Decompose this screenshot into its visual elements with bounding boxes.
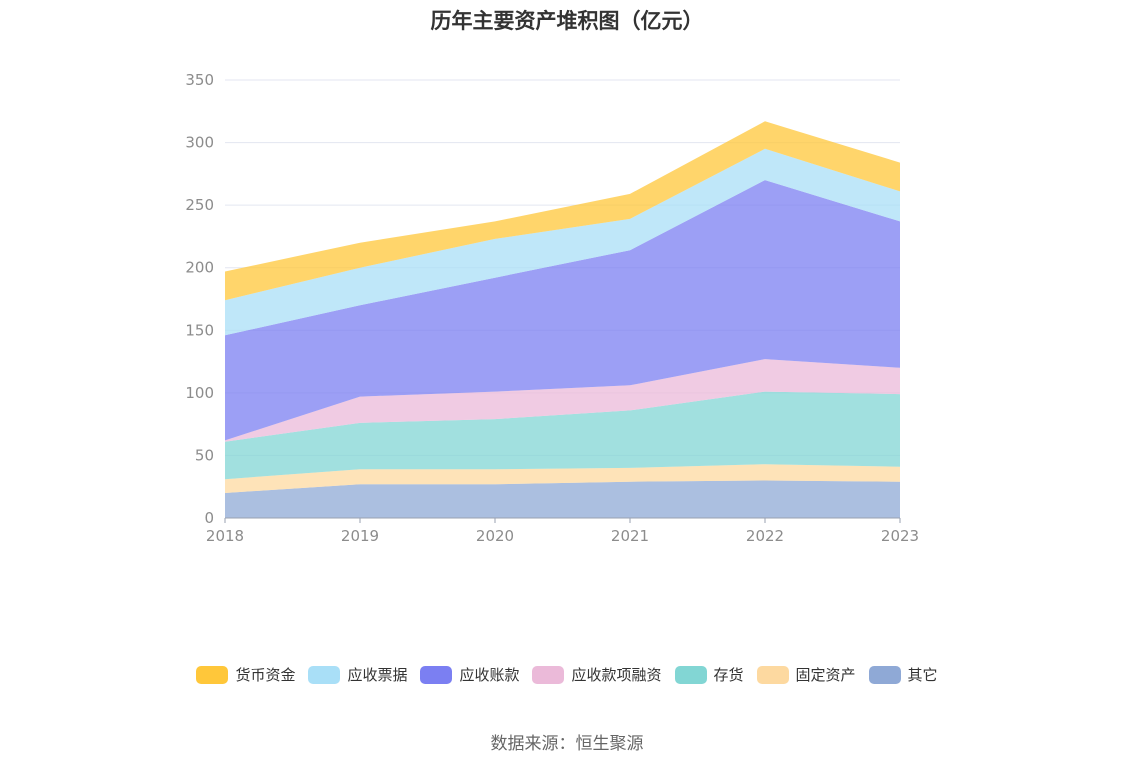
y-tick-label: 50 [195,446,214,464]
y-tick-label: 300 [185,134,214,152]
legend-item[interactable]: 应收票据 [308,664,407,685]
legend-item[interactable]: 其它 [868,664,938,685]
stacked-area-chart: 0 50 100 150 200 250 300 350 2018 2019 2020 2021 202… [185,71,919,545]
y-tick-label: 200 [185,259,214,277]
legend-swatch [868,665,901,684]
area-series-存货 [225,391,900,480]
legend-swatch [532,665,565,684]
area-series-应收款项融资 [225,359,900,442]
y-tick-label: 150 [185,321,214,339]
y-tick-label: 350 [185,71,214,89]
legend-swatch [196,665,229,684]
area-layer [225,121,900,518]
x-tick-label: 2019 [341,527,379,545]
legend: 货币资金 应收票据 应收账款 应收款项融资 存货 固定资产 其它 [0,664,1134,685]
legend-label: 其它 [907,666,938,684]
legend-swatch [674,665,707,684]
legend-label: 固定资产 [795,666,856,684]
legend-label: 存货 [713,666,744,684]
legend-label: 应收款项融资 [571,666,662,684]
x-tick-label: 2021 [611,527,649,545]
y-tick-label: 250 [185,196,214,214]
area-series-其它 [225,480,900,518]
legend-swatch [420,665,453,684]
legend-item[interactable]: 存货 [674,664,744,685]
x-tick-label: 2020 [476,527,514,545]
chart-title: 历年主要资产堆积图（亿元） [430,9,704,33]
y-tick-label: 100 [185,384,214,402]
area-series-货币资金 [225,121,900,301]
legend-item[interactable]: 应收款项融资 [532,664,662,685]
legend-item[interactable]: 货币资金 [196,664,295,685]
legend-swatch [308,665,341,684]
x-tick-label: 2018 [206,527,244,545]
axis-layer: 0 50 100 150 200 250 300 350 2018 2019 2020 2021 202… [185,71,919,545]
y-tick-label: 0 [204,509,214,527]
data-source: 数据来源：恒生聚源 [490,734,644,754]
legend-item[interactable]: 固定资产 [756,664,856,685]
legend-item[interactable]: 应收账款 [420,664,519,685]
x-tick-label: 2022 [746,527,784,545]
legend-label: 应收账款 [459,666,520,684]
legend-label: 货币资金 [235,666,296,684]
legend-label: 应收票据 [347,666,408,684]
area-series-固定资产 [225,464,900,493]
area-series-应收账款 [225,180,900,441]
legend-swatch [756,665,789,684]
x-tick-label: 2023 [881,527,919,545]
area-series-应收票据 [225,148,900,336]
